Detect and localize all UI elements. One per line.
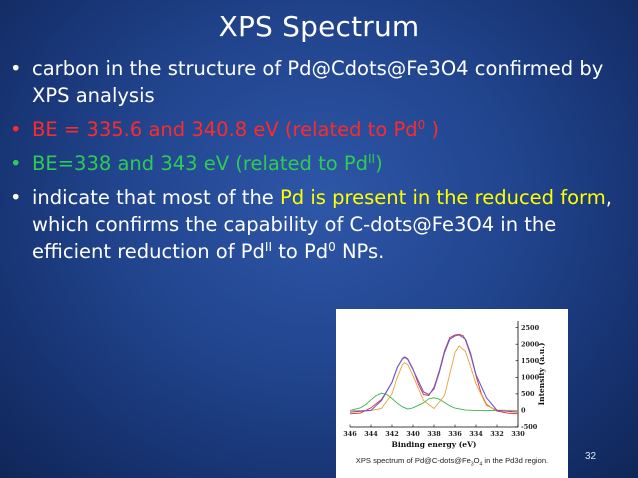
x-tick-label: 330 (511, 430, 525, 438)
series-line-3 (349, 334, 519, 413)
xps-chart: 346 344 342 340 338 336 334 332 330-500 0 500 1000 1… (343, 321, 546, 449)
xps-figure: 346 344 342 340 338 336 334 332 330 -500 0 500 1000 1… (336, 309, 568, 478)
superscript: 0 (328, 240, 336, 254)
bullet-text: NPs. (335, 240, 385, 263)
x-tick-label: 332 (490, 430, 504, 438)
y-tick-label: 0 (521, 407, 526, 415)
caption-text: in the Pd3d region. (482, 456, 549, 465)
y-axis-label: Intensity (a.u.) (537, 343, 546, 406)
bullet-text: to Pd (272, 240, 329, 263)
bullet-carbon: • carbon in the structure of Pd@Cdots@Fe… (10, 55, 620, 109)
figure-caption: XPS spectrum of Pd@C-dots@Fe3O4 in the P… (336, 456, 568, 468)
bullet-pdII-binding-energy: • BE=338 and 343 eV (related to PdII) (10, 150, 620, 177)
bullet-reduction-conclusion: • indicate that most of the Pd is presen… (10, 184, 620, 265)
bullet-text-end: ) (375, 152, 383, 175)
bullet-marker: • (10, 57, 22, 80)
bullet-marker: • (10, 152, 22, 175)
caption-text: XPS spectrum of Pd@C-dots@Fe (355, 456, 471, 465)
bullet-text: indicate that most of the (32, 186, 281, 209)
series-line-1 (349, 392, 518, 411)
bullet-marker: • (10, 186, 22, 209)
x-tick-label: 338 (427, 430, 441, 438)
series-line-0 (349, 333, 519, 415)
caption-subscript: 4 (479, 461, 483, 468)
x-tick-label: 344 (364, 430, 378, 438)
caption-text: O (473, 456, 480, 465)
x-tick-label: 336 (448, 430, 462, 438)
superscript: 0 (417, 118, 426, 132)
series-line-2 (350, 345, 519, 411)
x-axis-label: Binding energy (eV) (392, 440, 477, 449)
bullet-marker: • (10, 118, 22, 141)
bullet-pd0-binding-energy: • BE = 335.6 and 340.8 eV (related to Pd… (10, 116, 620, 143)
bullet-list: • carbon in the structure of Pd@Cdots@Fe… (10, 55, 620, 272)
bullet-text: BE = 335.6 and 340.8 eV (related to Pd (32, 118, 418, 141)
page-number: 32 (585, 451, 597, 462)
y-tick-label: -500 (521, 423, 538, 431)
bullet-text: carbon in the structure of Pd@Cdots@Fe3O… (32, 57, 604, 107)
x-tick-label: 334 (469, 430, 483, 438)
slide-title: XPS Spectrum (218, 10, 420, 43)
x-tick-label: 342 (385, 430, 399, 438)
bullet-text-end: ) (425, 118, 440, 141)
x-tick-label: 346 (343, 430, 357, 438)
highlight-text: Pd is present in the reduced form (280, 186, 606, 209)
y-tick-label: 1000 (521, 374, 540, 382)
bullet-text: BE=338 and 343 eV (related to Pd (32, 152, 368, 175)
caption-subscript: 3 (470, 461, 474, 468)
y-tick-label: 2000 (521, 340, 540, 348)
y-tick-label: 500 (521, 390, 535, 398)
superscript: II (264, 240, 272, 254)
bullet-text: , which confirms the capability of C-dot… (32, 186, 612, 263)
superscript: II (368, 152, 376, 166)
y-tick-label: 1500 (521, 357, 540, 365)
y-tick-label: 2500 (521, 324, 540, 332)
x-tick-label: 340 (406, 430, 420, 438)
